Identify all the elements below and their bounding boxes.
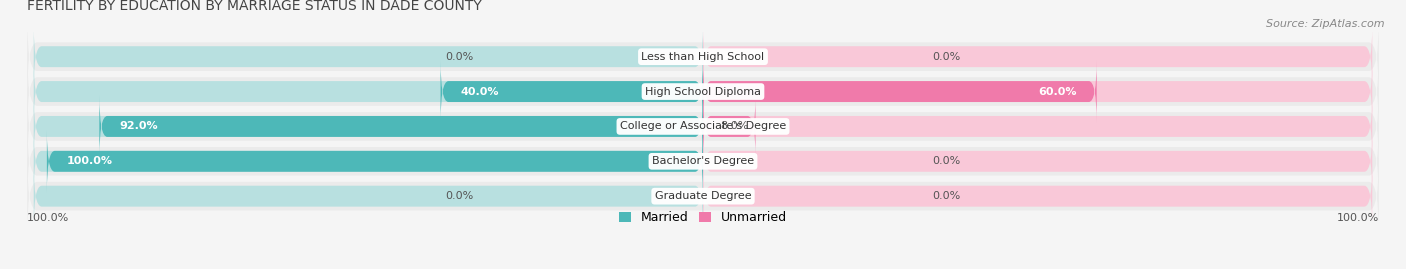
FancyBboxPatch shape bbox=[27, 123, 1379, 199]
FancyBboxPatch shape bbox=[703, 130, 1372, 193]
Text: 100.0%: 100.0% bbox=[27, 213, 69, 223]
FancyBboxPatch shape bbox=[703, 165, 1372, 228]
FancyBboxPatch shape bbox=[27, 158, 1379, 234]
Text: High School Diploma: High School Diploma bbox=[645, 87, 761, 97]
FancyBboxPatch shape bbox=[27, 19, 1379, 95]
Text: 0.0%: 0.0% bbox=[932, 52, 960, 62]
FancyBboxPatch shape bbox=[34, 165, 703, 228]
FancyBboxPatch shape bbox=[703, 25, 1372, 88]
FancyBboxPatch shape bbox=[703, 60, 1097, 123]
FancyBboxPatch shape bbox=[46, 130, 703, 193]
FancyBboxPatch shape bbox=[703, 60, 1372, 123]
Text: College or Associate's Degree: College or Associate's Degree bbox=[620, 121, 786, 132]
Text: 60.0%: 60.0% bbox=[1039, 87, 1077, 97]
FancyBboxPatch shape bbox=[27, 54, 1379, 130]
Text: Graduate Degree: Graduate Degree bbox=[655, 191, 751, 201]
FancyBboxPatch shape bbox=[34, 60, 703, 123]
Text: Bachelor's Degree: Bachelor's Degree bbox=[652, 156, 754, 166]
Text: 40.0%: 40.0% bbox=[460, 87, 499, 97]
FancyBboxPatch shape bbox=[27, 89, 1379, 164]
FancyBboxPatch shape bbox=[34, 130, 703, 193]
FancyBboxPatch shape bbox=[703, 95, 755, 158]
Text: Source: ZipAtlas.com: Source: ZipAtlas.com bbox=[1267, 19, 1385, 29]
Text: 0.0%: 0.0% bbox=[446, 52, 474, 62]
Text: 8.0%: 8.0% bbox=[720, 121, 749, 132]
Text: 100.0%: 100.0% bbox=[66, 156, 112, 166]
FancyBboxPatch shape bbox=[440, 60, 703, 123]
Text: 0.0%: 0.0% bbox=[932, 191, 960, 201]
Legend: Married, Unmarried: Married, Unmarried bbox=[613, 206, 793, 229]
FancyBboxPatch shape bbox=[34, 25, 703, 88]
FancyBboxPatch shape bbox=[34, 95, 703, 158]
Text: 0.0%: 0.0% bbox=[932, 156, 960, 166]
Text: Less than High School: Less than High School bbox=[641, 52, 765, 62]
Text: FERTILITY BY EDUCATION BY MARRIAGE STATUS IN DADE COUNTY: FERTILITY BY EDUCATION BY MARRIAGE STATU… bbox=[27, 0, 482, 13]
Text: 92.0%: 92.0% bbox=[120, 121, 157, 132]
Text: 100.0%: 100.0% bbox=[1337, 213, 1379, 223]
Text: 0.0%: 0.0% bbox=[446, 191, 474, 201]
FancyBboxPatch shape bbox=[703, 95, 1372, 158]
FancyBboxPatch shape bbox=[100, 95, 703, 158]
